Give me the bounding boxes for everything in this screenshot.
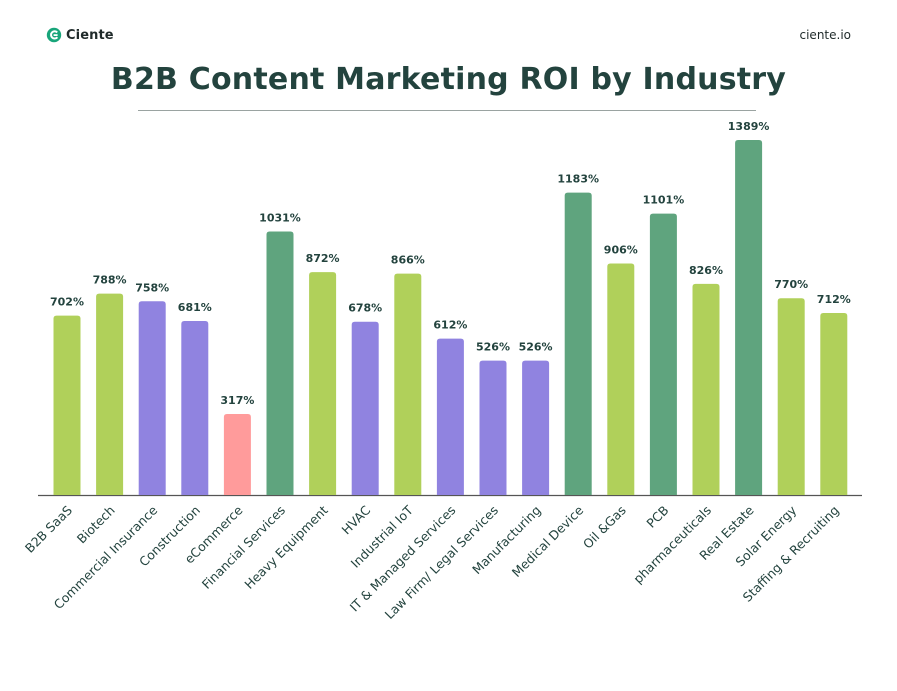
bar-value-label: 872%	[306, 252, 340, 265]
bar	[607, 263, 635, 495]
bar-value-label: 612%	[433, 319, 467, 332]
bar	[564, 192, 592, 495]
category-tick-label: HVAC	[339, 502, 374, 537]
category-tick-label: Oil &Gas	[580, 503, 629, 552]
bar	[223, 413, 251, 495]
bar-value-label: 526%	[476, 341, 510, 354]
bar	[735, 140, 763, 495]
category-tick-label: B2B SaaS	[22, 502, 75, 555]
bar	[649, 213, 677, 495]
bar	[479, 360, 507, 495]
category-tick-label: Heavy Equipment	[241, 502, 330, 591]
bar	[138, 301, 166, 495]
bar-value-label: 866%	[391, 254, 425, 267]
bar	[436, 338, 464, 495]
brand-name: Ciente	[66, 27, 114, 43]
bar-value-label: 758%	[135, 281, 169, 294]
bar-value-label: 770%	[774, 278, 808, 291]
bar-value-label: 826%	[689, 264, 723, 277]
bar	[777, 298, 805, 495]
bar-value-label: 678%	[348, 302, 382, 315]
bar-value-label: 788%	[93, 274, 127, 287]
bar-value-label: 1183%	[557, 173, 599, 186]
bar-value-label: 1031%	[259, 211, 301, 224]
bar	[351, 321, 379, 495]
bar	[394, 273, 422, 495]
title-divider	[138, 110, 756, 111]
bar-value-label: 906%	[604, 243, 638, 256]
bar	[309, 272, 337, 495]
bar	[522, 360, 550, 495]
bar-value-label: 1389%	[728, 120, 770, 133]
bar-value-label: 681%	[178, 301, 212, 314]
bar	[96, 293, 124, 495]
bar-value-label: 712%	[817, 293, 851, 306]
bar	[181, 320, 209, 495]
ciente-logo-icon	[46, 27, 62, 43]
bar-value-label: 702%	[50, 296, 84, 309]
bar	[53, 315, 81, 495]
brand: Ciente	[46, 27, 114, 43]
chart-title: B2B Content Marketing ROI by Industry	[110, 62, 787, 97]
bar-value-label: 1101%	[643, 194, 685, 207]
category-tick-label: pharmaceuticals	[630, 503, 714, 587]
bar-value-label: 526%	[519, 341, 553, 354]
bar	[266, 231, 294, 495]
category-tick-label: PCB	[643, 503, 671, 531]
bar-value-label: 317%	[220, 394, 254, 407]
bar	[820, 313, 848, 495]
bar	[692, 283, 720, 495]
site-url: ciente.io	[799, 28, 852, 42]
